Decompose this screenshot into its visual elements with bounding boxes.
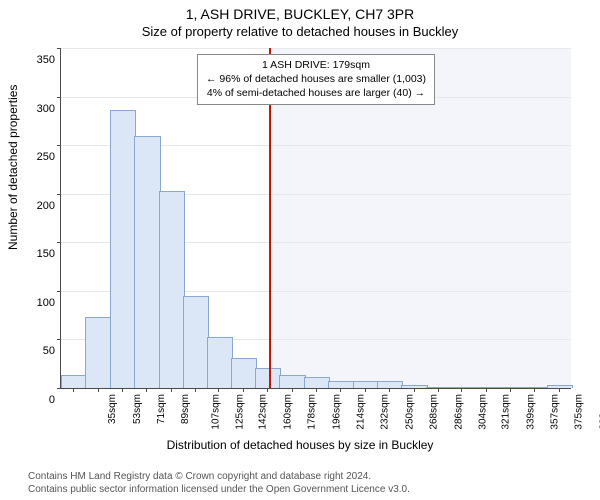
histogram-bar (85, 317, 111, 388)
x-tick (316, 388, 317, 392)
y-tick (57, 97, 61, 98)
x-tick (218, 388, 219, 392)
x-tick-label: 107sqm (210, 394, 221, 430)
histogram-bar (279, 375, 305, 388)
legend-line-2: ← 96% of detached houses are smaller (1,… (206, 72, 426, 86)
property-size-chart: 1, ASH DRIVE, BUCKLEY, CH7 3PR Size of p… (0, 0, 600, 500)
histogram-bar (547, 385, 573, 388)
x-tick-label: 53sqm (132, 394, 143, 424)
histogram-bar (353, 381, 379, 388)
histogram-bar (304, 377, 330, 388)
footer-line-1: Contains HM Land Registry data © Crown c… (28, 470, 410, 483)
y-tick-label: 100 (15, 297, 55, 309)
x-tick-label: 375sqm (574, 394, 585, 430)
histogram-bar (110, 110, 136, 388)
histogram-bar (498, 387, 524, 388)
x-tick-label: 268sqm (429, 394, 440, 430)
x-tick (98, 388, 99, 392)
y-tick (57, 145, 61, 146)
y-tick (57, 291, 61, 292)
x-tick (486, 388, 487, 392)
histogram-bar (426, 387, 452, 388)
x-tick (292, 388, 293, 392)
x-tick-label: 142sqm (258, 394, 269, 430)
x-axis-label: Distribution of detached houses by size … (0, 438, 600, 452)
footer-line-2: Contains public sector information licen… (28, 483, 410, 496)
x-tick (146, 388, 147, 392)
y-tick (57, 48, 61, 49)
histogram-bar (377, 381, 403, 388)
x-tick-label: 196sqm (331, 394, 342, 430)
x-tick (461, 388, 462, 392)
histogram-bar (231, 358, 257, 388)
x-tick-label: 125sqm (235, 394, 246, 430)
x-tick-label: 178sqm (307, 394, 318, 430)
x-tick (365, 388, 366, 392)
chart-title-sub: Size of property relative to detached ho… (0, 24, 600, 39)
histogram-bar (159, 191, 185, 388)
histogram-bar (61, 375, 87, 388)
x-tick-label: 304sqm (478, 394, 489, 430)
y-tick-label: 0 (15, 394, 55, 406)
x-tick (171, 388, 172, 392)
x-tick-label: 232sqm (380, 394, 391, 430)
y-tick-label: 350 (15, 54, 55, 66)
y-tick (57, 242, 61, 243)
y-tick-label: 250 (15, 151, 55, 163)
gridline (61, 48, 571, 49)
x-tick (195, 388, 196, 392)
chart-title-main: 1, ASH DRIVE, BUCKLEY, CH7 3PR (0, 6, 600, 22)
x-tick (73, 388, 74, 392)
x-tick-label: 286sqm (453, 394, 464, 430)
y-tick-label: 200 (15, 200, 55, 212)
x-tick (389, 388, 390, 392)
histogram-bar (450, 387, 475, 388)
x-tick (534, 388, 535, 392)
x-tick-label: 214sqm (356, 394, 367, 430)
histogram-bar (183, 296, 209, 388)
plot-area: 05010015020025030035035sqm53sqm71sqm89sq… (60, 48, 571, 389)
x-tick (267, 388, 268, 392)
x-tick-label: 250sqm (404, 394, 415, 430)
y-tick (57, 388, 61, 389)
x-tick-label: 89sqm (180, 394, 191, 424)
x-tick (122, 388, 123, 392)
histogram-bar (328, 381, 354, 388)
x-tick-label: 35sqm (107, 394, 118, 424)
x-tick (243, 388, 244, 392)
chart-footer: Contains HM Land Registry data © Crown c… (28, 470, 410, 496)
y-tick (57, 194, 61, 195)
legend-box: 1 ASH DRIVE: 179sqm ← 96% of detached ho… (197, 54, 435, 105)
x-tick (510, 388, 511, 392)
x-tick-label: 321sqm (501, 394, 512, 430)
x-tick (559, 388, 560, 392)
x-tick-label: 71sqm (156, 394, 167, 424)
x-tick (438, 388, 439, 392)
x-tick-label: 339sqm (525, 394, 536, 430)
legend-line-1: 1 ASH DRIVE: 179sqm (206, 58, 426, 72)
histogram-bar (134, 136, 160, 388)
x-tick (414, 388, 415, 392)
y-tick (57, 339, 61, 340)
legend-line-3: 4% of semi-detached houses are larger (4… (206, 86, 426, 100)
x-tick-label: 357sqm (550, 394, 561, 430)
x-tick (340, 388, 341, 392)
y-tick-label: 300 (15, 103, 55, 115)
y-tick-label: 50 (15, 345, 55, 357)
x-tick-label: 160sqm (282, 394, 293, 430)
y-tick-label: 150 (15, 248, 55, 260)
histogram-bar (207, 337, 232, 389)
